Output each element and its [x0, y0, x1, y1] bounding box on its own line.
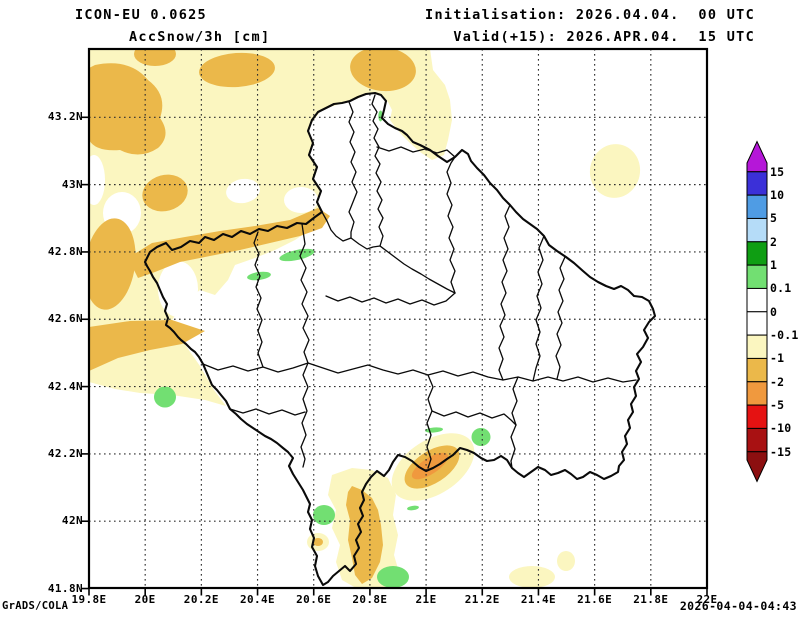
- field-blob: [407, 505, 419, 511]
- colorbar-lower-triangle: [746, 451, 768, 483]
- lat-tick-label: 42.6N: [47, 312, 83, 326]
- colorbar-label: -5: [770, 398, 785, 413]
- lon-tick-label: 20E: [134, 593, 156, 606]
- colorbar-label: 10: [770, 188, 785, 203]
- latitude-axis-labels: 43.2N 43N 42.8N 42.6N 42.4N 42.2N 42N 41.8N: [0, 0, 83, 618]
- field-blob: [134, 49, 176, 66]
- colorbar-segment: [746, 311, 768, 336]
- axis-ticks: [81, 116, 708, 596]
- colorbar-segment: [746, 427, 768, 453]
- colorbar-segments: [746, 171, 768, 453]
- lat-tick-label: 42.8N: [47, 244, 83, 258]
- lon-tick-label: 19.8E: [71, 593, 107, 606]
- field-blob: [313, 505, 335, 525]
- lon-tick-label: 21.8E: [633, 593, 669, 606]
- field-blob: [589, 144, 641, 198]
- lon-tick-label: 20.8E: [352, 593, 388, 606]
- init-time: Initialisation: 2026.04.04. 00 UTC: [425, 7, 755, 23]
- colorbar-label: -15: [770, 444, 792, 459]
- municipality-borders: [202, 94, 637, 469]
- colorbar-label: 5: [770, 211, 778, 226]
- valid-time: Valid(+15): 2026.APR.04. 15 UTC: [453, 29, 755, 45]
- colorbar-label: -1: [770, 351, 785, 366]
- colorbar-upper-triangle: [746, 140, 768, 173]
- lon-tick-label: 20.6E: [296, 593, 332, 606]
- colorbar-label: 2: [770, 234, 778, 249]
- field-blob: [199, 52, 275, 88]
- field-blob: [411, 452, 449, 480]
- lat-tick-label: 41.8N: [47, 581, 83, 595]
- lat-tick-label: 43.2N: [47, 110, 83, 124]
- field-blob: [158, 261, 198, 317]
- colorbar-segment: [746, 241, 768, 266]
- field-blob: [247, 271, 271, 281]
- field-blob: [89, 320, 205, 371]
- graticule: [89, 49, 707, 588]
- colorbar-segment: [746, 334, 768, 359]
- model-title: ICON-EU 0.0625: [75, 7, 207, 23]
- lon-tick-label: 21E: [415, 593, 437, 606]
- field-blob: [350, 49, 416, 92]
- colorbar-segment: [746, 194, 768, 219]
- lon-tick-label: 22E: [696, 593, 718, 606]
- field-blob: [284, 187, 318, 213]
- colorbar-segment: [746, 171, 768, 196]
- colorbar-label: 15: [770, 164, 785, 179]
- field-blob: [377, 566, 409, 588]
- lat-tick-label: 42N: [61, 514, 83, 528]
- colorbar-label: -10: [770, 421, 792, 436]
- colorbar-label: 0: [770, 304, 778, 319]
- colorbar-label: 1: [770, 258, 778, 273]
- colorbar-segment: [746, 217, 768, 243]
- lat-tick-label: 42.4N: [47, 379, 83, 393]
- colorbar-segment: [746, 357, 768, 383]
- grads-credit: GrADS/COLA: [2, 600, 69, 612]
- field-blob: [425, 427, 443, 433]
- field-blob: [89, 63, 166, 155]
- lon-tick-label: 21.2E: [464, 593, 500, 606]
- colorbar: [746, 140, 768, 483]
- field-blob: [89, 218, 136, 310]
- field-blob: [89, 155, 105, 205]
- field-blob: [509, 566, 555, 588]
- field-blob: [279, 248, 315, 262]
- lat-tick-label: 43N: [61, 177, 83, 191]
- country-border: [143, 91, 657, 587]
- colorbar-label: -2: [770, 374, 785, 389]
- colorbar-segment: [746, 381, 768, 406]
- field-blob: [313, 538, 323, 546]
- field-blob: [154, 386, 176, 408]
- colorbar-segment: [746, 264, 768, 289]
- field-blob: [219, 282, 287, 318]
- lat-tick-label: 42.2N: [47, 446, 83, 460]
- colorbar-segment: [746, 404, 768, 429]
- field-blob: [557, 551, 575, 571]
- generated-datetime: 2026-04-04-04:43: [679, 599, 797, 613]
- colorbar-label: 0.1: [770, 281, 792, 296]
- colorbar-label: -0.1: [770, 328, 799, 343]
- colorbar-segment: [746, 287, 768, 313]
- lon-tick-label: 21.4E: [520, 593, 557, 606]
- lon-tick-label: 21.6E: [577, 593, 613, 606]
- field-blob: [471, 428, 491, 446]
- lon-tick-label: 20.2E: [183, 593, 219, 606]
- variable-title: AccSnow/3h [cm]: [129, 29, 271, 45]
- field-blob: [142, 174, 188, 212]
- lon-tick-label: 20.4E: [239, 593, 276, 606]
